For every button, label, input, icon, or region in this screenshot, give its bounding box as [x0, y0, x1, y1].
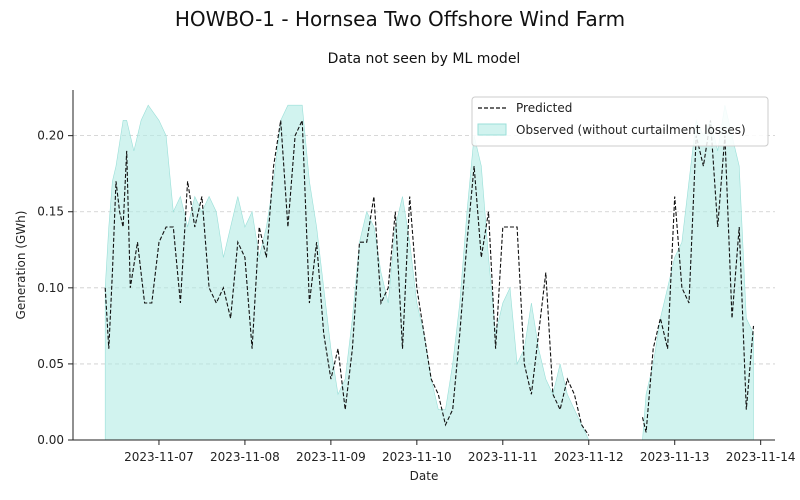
y-tick-label: 0.15: [37, 205, 64, 219]
x-tick-label: 2023-11-12: [554, 450, 624, 464]
x-tick-label: 2023-11-08: [210, 450, 280, 464]
legend: Predicted Observed (without curtailment …: [471, 96, 769, 147]
legend-observed-label: Observed (without curtailment losses): [516, 123, 746, 137]
observed-area: [104, 104, 754, 441]
y-tick-label: 0.20: [37, 129, 64, 143]
x-tick-label: 2023-11-14: [726, 450, 796, 464]
predicted-line: [104, 120, 590, 436]
y-tick-label: 0.05: [37, 357, 64, 371]
legend-observed-swatch: [477, 123, 507, 136]
chart-subtitle: Data not seen by ML model: [328, 51, 521, 67]
x-tick-label: 2023-11-07: [124, 450, 194, 464]
x-tick-label: 2023-11-13: [640, 450, 710, 464]
y-axis-ticks: 0.00 0.05 0.10 0.15 0.20: [37, 129, 73, 447]
x-axis-label: Date: [410, 469, 439, 483]
observed-area-layer: [104, 104, 754, 441]
y-tick-label: 0.00: [37, 433, 64, 447]
x-tick-label: 2023-11-09: [296, 450, 366, 464]
x-tick-label: 2023-11-10: [382, 450, 452, 464]
x-tick-label: 2023-11-11: [468, 450, 538, 464]
y-axis-label: Generation (GWh): [14, 211, 28, 320]
chart-title: HOWBO-1 - Hornsea Two Offshore Wind Farm: [175, 7, 625, 31]
legend-box: [471, 96, 769, 147]
y-tick-label: 0.10: [37, 281, 64, 295]
legend-predicted-label: Predicted: [516, 101, 572, 115]
x-axis-ticks: 2023-11-07 2023-11-08 2023-11-09 2023-11-10…: [124, 440, 796, 464]
